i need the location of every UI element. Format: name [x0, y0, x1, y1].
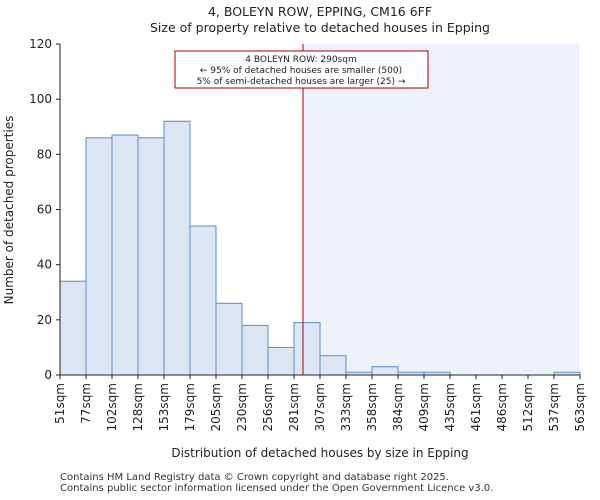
bar-102sqm: [111, 134, 139, 376]
bar-358sqm: [371, 366, 399, 376]
annotation-box: 4 BOLEYN ROW: 290sqm ← 95% of detached h…: [174, 50, 429, 89]
x-tick-label: 77sqm: [79, 383, 93, 424]
x-tick-label: 153sqm: [157, 383, 171, 431]
x-tick-label: 102sqm: [105, 383, 119, 431]
bar-153sqm: [163, 120, 191, 376]
x-tick-label: 537sqm: [547, 383, 561, 431]
chart-title: 4, BOLEYN ROW, EPPING, CM16 6FF: [208, 4, 432, 19]
y-tick-label: 0: [44, 368, 52, 382]
bar-128sqm: [137, 137, 165, 376]
annotation-line-3: 5% of semi-detached houses are larger (2…: [197, 77, 406, 87]
x-tick-label: 384sqm: [391, 383, 405, 431]
annotation-line-2: ← 95% of detached houses are smaller (50…: [200, 66, 402, 76]
bar-205sqm: [215, 302, 243, 376]
bar-256sqm: [267, 346, 295, 376]
x-tick-label: 358sqm: [365, 383, 379, 431]
footer: Contains HM Land Registry data © Crown c…: [60, 472, 493, 494]
y-tick-label: 60: [37, 203, 52, 217]
x-tick-label: 128sqm: [131, 383, 145, 431]
bar-77sqm: [85, 137, 113, 376]
x-tick-label: 179sqm: [183, 383, 197, 431]
bar-281sqm: [293, 322, 321, 376]
x-tick-label: 256sqm: [261, 383, 275, 431]
y-tick-label: 20: [37, 313, 52, 327]
x-tick-label: 230sqm: [235, 383, 249, 431]
footer-line-1: Contains HM Land Registry data © Crown c…: [60, 472, 449, 483]
x-tick-label: 307sqm: [313, 383, 327, 431]
x-tick-labels: 51sqm 77sqm 102sqm 128sqm 153sqm 179sqm 205sqm…: [53, 383, 587, 431]
x-tick-label: 281sqm: [287, 383, 301, 431]
y-axis-label: Number of detached properties: [2, 116, 16, 305]
y-tick-label: 100: [29, 92, 52, 106]
x-tick-label: 435sqm: [443, 383, 457, 431]
y-tick-label: 40: [37, 258, 52, 272]
x-tick-label: 51sqm: [53, 383, 67, 424]
bars-layer: [59, 120, 581, 376]
bar-307sqm: [319, 355, 347, 376]
x-axis-label: Distribution of detached houses by size …: [171, 446, 468, 460]
x-tick-label: 205sqm: [209, 383, 223, 431]
x-tick-label: 486sqm: [495, 383, 509, 431]
bar-230sqm: [241, 324, 269, 376]
x-tick-label: 333sqm: [339, 383, 353, 431]
highlight-region: [303, 44, 580, 375]
x-tick-label: 563sqm: [573, 383, 587, 431]
x-tick-label: 409sqm: [417, 383, 431, 431]
y-tick-label: 120: [29, 37, 52, 51]
bar-51sqm: [59, 280, 87, 376]
axes-layer: [56, 43, 581, 379]
annotation-border: [174, 50, 429, 89]
bar-179sqm: [189, 225, 217, 376]
highlight-region-layer: [303, 44, 580, 375]
x-tick-label: 512sqm: [521, 383, 535, 431]
footer-line-2: Contains public sector information licen…: [60, 483, 494, 494]
y-tick-label: 80: [37, 147, 52, 161]
x-tick-label: 461sqm: [469, 383, 483, 431]
y-tick-labels: 0 20 40 60 80 100 120: [29, 37, 52, 382]
annotation-line-1: 4 BOLEYN ROW: 290sqm: [245, 55, 356, 65]
chart-subtitle: Size of property relative to detached ho…: [150, 20, 490, 35]
